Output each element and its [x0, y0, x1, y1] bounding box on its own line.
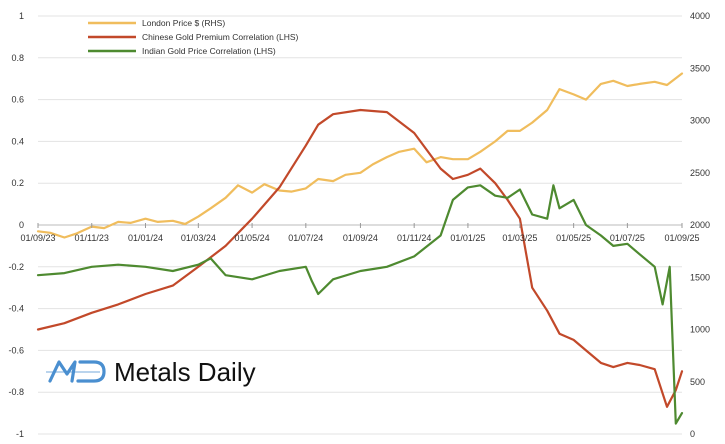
- metals-daily-logo: Metals Daily: [44, 352, 256, 388]
- brand-name: Metals Daily: [114, 357, 256, 387]
- x-tick-label: 01/11/23: [75, 233, 109, 243]
- x-tick-label: 01/05/25: [556, 233, 591, 243]
- legend-label-chinese-premium: Chinese Gold Premium Correlation (LHS): [142, 32, 299, 42]
- left-tick-label: 0.8: [11, 53, 24, 63]
- x-tick-label: 01/01/24: [128, 233, 163, 243]
- x-tick-label: 01/09/24: [343, 233, 378, 243]
- x-tick-label: 01/01/25: [450, 233, 485, 243]
- right-tick-label: 0: [690, 429, 695, 439]
- left-tick-label: 0.6: [11, 95, 24, 105]
- series-lines: [36, 72, 684, 425]
- right-tick-label: 2500: [690, 168, 710, 178]
- legend-label-indian-price: Indian Gold Price Correlation (LHS): [142, 46, 276, 56]
- left-tick-label: -0.6: [8, 345, 24, 355]
- series-line-1: [36, 108, 684, 408]
- right-tick-label: 2000: [690, 220, 710, 230]
- left-tick-label: 1: [19, 11, 24, 21]
- x-tick-label: 01/05/24: [235, 233, 270, 243]
- legend-label-london-price: London Price $ (RHS): [142, 18, 225, 28]
- right-axis-ticks: 4000 3500 3000 2500 2000 1500 1000 500 0: [690, 11, 710, 439]
- left-tick-label: -0.2: [8, 262, 24, 272]
- left-tick-label: -1: [16, 429, 24, 439]
- left-axis-ticks: 1 0.8 0.6 0.4 0.2 0 -0.2 -0.4 -0.6 -0.8 -1: [8, 11, 24, 439]
- x-tick-label: 01/09/23: [20, 233, 55, 243]
- right-tick-label: 3500: [690, 63, 710, 73]
- x-tick-label: 01/07/25: [610, 233, 645, 243]
- right-tick-label: 500: [690, 377, 705, 387]
- x-tick-label: 01/11/24: [397, 233, 431, 243]
- x-tick-label: 01/07/24: [288, 233, 323, 243]
- left-tick-label: 0: [19, 220, 24, 230]
- series-line-2: [36, 184, 684, 425]
- legend: London Price $ (RHS) Chinese Gold Premiu…: [88, 18, 299, 56]
- right-tick-label: 3000: [690, 116, 710, 126]
- left-tick-label: -0.8: [8, 387, 24, 397]
- x-tick-label: 01/03/24: [181, 233, 216, 243]
- left-tick-label: 0.4: [11, 136, 24, 146]
- series-line-0: [36, 72, 684, 239]
- md-logo-icon: [46, 360, 106, 383]
- x-tick-label: 01/09/25: [664, 233, 699, 243]
- right-tick-label: 1500: [690, 272, 710, 282]
- right-tick-label: 1000: [690, 325, 710, 335]
- left-tick-label: 0.2: [11, 178, 24, 188]
- left-tick-label: -0.4: [8, 304, 24, 314]
- x-tick-label: 01/03/25: [502, 233, 537, 243]
- x-axis-ticks: 01/09/23 01/11/23 01/01/24 01/03/24 01/05/24…: [20, 223, 700, 243]
- right-tick-label: 4000: [690, 11, 710, 21]
